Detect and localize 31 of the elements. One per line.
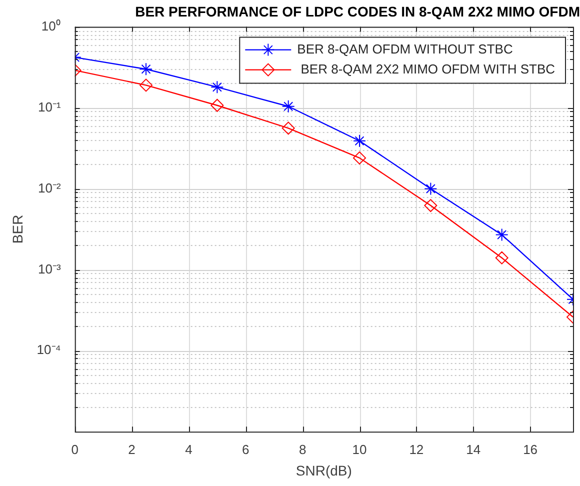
y-tick-label: 10⁻¹ [38,99,62,114]
legend-label: BER 8-QAM 2X2 MIMO OFDM WITH STBC [297,61,556,76]
x-axis-title: SNR(dB) [296,462,352,478]
point [353,151,366,164]
point [210,80,224,94]
chart-title: BER PERFORMANCE OF LDPC CODES IN 8-QAM 2X2 MIMO OFDM [135,3,580,20]
point [424,199,438,212]
y-tick-label: 10⁻⁴ [36,342,61,358]
y-axis-title: BER [9,214,26,244]
x-tick-label: 16 [523,442,538,457]
y-tick-label: 10⁻³ [38,261,62,276]
x-tick-label: 4 [185,442,192,457]
point [495,228,508,242]
point [282,100,295,113]
point [140,62,153,76]
y-tick-label: 10⁰ [41,18,61,34]
point [424,182,438,196]
legend-label: BER 8-QAM OFDM WITHOUT STBC [297,41,513,56]
x-tick-label: 10 [352,442,367,457]
x-tick-label: 6 [242,442,250,457]
x-tick-label: 14 [466,442,481,457]
x-tick-label: 8 [298,442,306,457]
x-tick-label: 12 [409,442,424,457]
x-tick-label: 2 [128,442,136,457]
x-tick-label: 0 [71,442,78,457]
y-tick-label: 10⁻² [38,180,62,196]
point [495,251,508,264]
point [140,78,153,92]
point [210,98,224,112]
point [282,122,295,135]
point [353,134,366,148]
